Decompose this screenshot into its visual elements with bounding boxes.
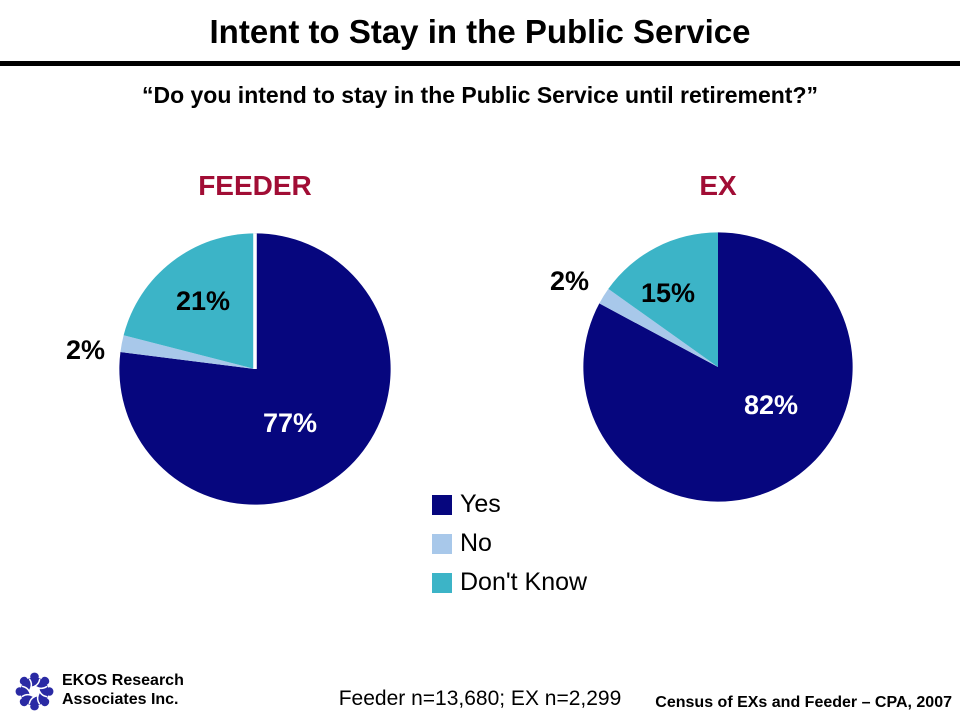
title-divider bbox=[0, 61, 960, 66]
dont-know-swatch-icon bbox=[432, 572, 452, 593]
page-title: Intent to Stay in the Public Service bbox=[209, 13, 751, 50]
feeder-heading: FEEDER bbox=[198, 170, 312, 201]
sample-size-note: Feeder n=13,680; EX n=2,299 bbox=[338, 687, 622, 710]
no-swatch-icon bbox=[432, 533, 452, 554]
org-name-line1: EKOS Research bbox=[62, 672, 184, 689]
pie-slice-no bbox=[120, 335, 255, 369]
ex-heading: EX bbox=[699, 170, 737, 201]
legend-label: No bbox=[460, 529, 492, 557]
feeder-yes-data-label: 77% bbox=[263, 408, 318, 438]
pie-slice-don-t-know bbox=[123, 233, 255, 369]
pie-slice-yes bbox=[583, 232, 853, 502]
ex-dont-know-data-label: 15% bbox=[641, 278, 696, 308]
yes-swatch-icon bbox=[432, 494, 452, 515]
ex-yes-data-label: 82% bbox=[744, 390, 799, 420]
ex-pie-chart bbox=[582, 231, 854, 503]
feeder-pie-chart bbox=[118, 232, 392, 506]
org-name: EKOS Research Associates Inc. bbox=[62, 671, 184, 709]
legend: Yes No Don't Know bbox=[432, 485, 587, 602]
ekos-logo-icon bbox=[13, 670, 56, 713]
feeder-no-data-label: 2% bbox=[66, 335, 106, 365]
org-name-line2: Associates Inc. bbox=[62, 691, 179, 708]
ex-no-data-label: 2% bbox=[550, 266, 590, 296]
pie-slice-no bbox=[599, 288, 718, 367]
legend-item-dont-know: Don't Know bbox=[432, 563, 587, 602]
legend-item-no: No bbox=[432, 524, 587, 563]
survey-question: “Do you intend to stay in the Public Ser… bbox=[141, 82, 819, 108]
pie-slice-don-t-know bbox=[608, 232, 718, 367]
feeder-dont-know-data-label: 21% bbox=[176, 286, 231, 316]
legend-item-yes: Yes bbox=[432, 485, 587, 524]
legend-label: Yes bbox=[460, 490, 501, 518]
legend-label: Don't Know bbox=[460, 568, 588, 596]
source-note: Census of EXs and Feeder – CPA, 2007 bbox=[655, 694, 952, 711]
